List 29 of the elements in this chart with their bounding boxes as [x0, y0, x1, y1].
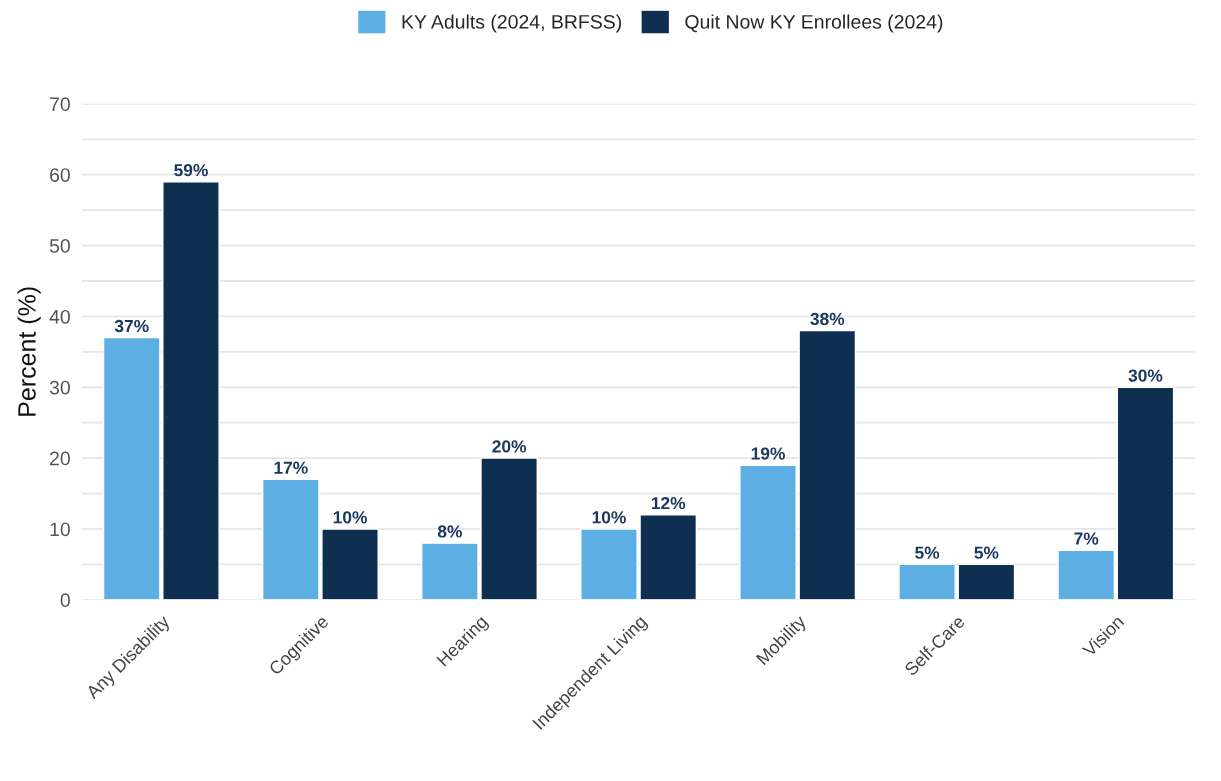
- y-tick-label: 60: [50, 168, 70, 182]
- data-label: 7%: [1074, 532, 1099, 545]
- data-label: 10%: [333, 511, 367, 524]
- data-label: 5%: [915, 546, 940, 559]
- legend-label: KY Adults (2024, BRFSS): [402, 14, 621, 33]
- data-label: 38%: [810, 312, 845, 326]
- data-label: 20%: [492, 440, 527, 453]
- y-tick-label: 40: [49, 309, 70, 324]
- data-label: 30%: [1128, 369, 1163, 382]
- data-label: 19%: [751, 447, 785, 460]
- y-axis-title: Percent (%): [17, 287, 41, 416]
- data-label: 5%: [974, 546, 999, 559]
- bar: [957, 563, 1016, 600]
- y-tick-label: 10: [50, 522, 70, 537]
- bar: [1057, 549, 1116, 600]
- data-label: 10%: [592, 511, 626, 524]
- y-tick-label: 30: [49, 380, 70, 395]
- data-label: 12%: [651, 496, 686, 510]
- bar: [898, 563, 956, 600]
- y-tick-label: 70: [50, 97, 70, 112]
- bar: [1116, 386, 1175, 600]
- data-label: 59%: [174, 164, 208, 177]
- y-tick-label: 50: [49, 239, 70, 253]
- legend-label: Quit Now KY Enrollees (2024): [685, 14, 943, 33]
- data-label: 17%: [274, 461, 308, 474]
- data-label: 37%: [114, 319, 149, 333]
- y-tick-label: 20: [50, 451, 70, 466]
- data-label: 8%: [437, 525, 462, 538]
- y-tick-label: 0: [60, 593, 70, 608]
